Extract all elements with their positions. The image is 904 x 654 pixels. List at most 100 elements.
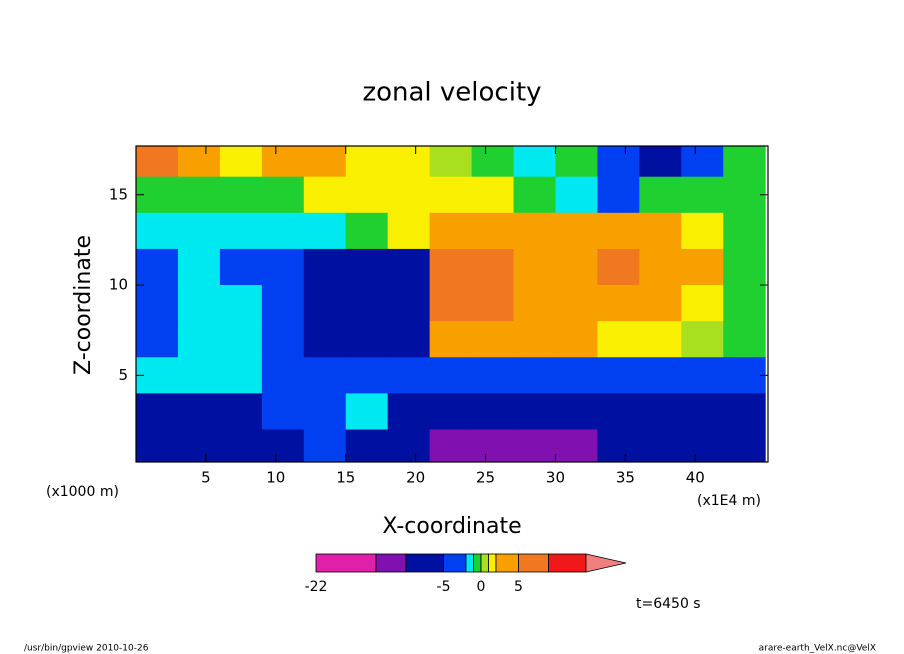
field-cell <box>471 393 515 430</box>
x-tick-label: 35 <box>616 469 635 487</box>
field-cell <box>513 285 556 322</box>
colorbar-segment <box>465 553 474 573</box>
field-cell <box>429 321 473 358</box>
field-cell <box>387 357 431 394</box>
chart-title: zonal velocity <box>362 78 541 108</box>
field-cell <box>597 357 640 394</box>
field-cell <box>429 212 473 250</box>
field-cell <box>597 176 640 214</box>
field-cell <box>177 321 221 358</box>
x-tick-label: 5 <box>201 469 211 487</box>
field-cell <box>345 212 389 250</box>
field-cell <box>681 285 724 322</box>
field-cell <box>261 321 305 358</box>
field-cell <box>261 146 305 178</box>
field-cell <box>387 248 431 286</box>
field-cell <box>429 248 473 286</box>
y-axis-label: Z-coordinate <box>71 235 96 375</box>
field-cell <box>555 285 598 322</box>
field-cell <box>261 357 305 394</box>
field-cell <box>429 146 473 178</box>
field-cell <box>219 357 263 394</box>
time-label: t=6450 s <box>636 596 701 612</box>
field-cell <box>471 285 515 322</box>
field-cell <box>219 212 263 250</box>
field-cell <box>513 429 556 462</box>
field-cell <box>723 285 766 322</box>
field-cell <box>303 285 347 322</box>
field-cell <box>219 321 263 358</box>
field-cell <box>387 285 431 322</box>
colorbar-segment <box>518 553 549 573</box>
field-cell <box>303 357 347 394</box>
field-cell <box>387 429 431 462</box>
field-cell <box>723 321 766 358</box>
field-cell <box>639 248 682 286</box>
field-cell <box>136 146 179 178</box>
field-cell <box>177 176 221 214</box>
field-cell <box>681 212 724 250</box>
field-cell <box>136 248 179 286</box>
field-cell <box>345 393 389 430</box>
field-cell <box>639 393 682 430</box>
field-cell <box>261 429 305 462</box>
field-cell <box>513 212 556 250</box>
field-cell <box>136 212 179 250</box>
colorbar-segment <box>375 553 407 573</box>
field-cell <box>429 357 473 394</box>
colorbar-extension <box>585 553 627 573</box>
field-cell <box>177 285 221 322</box>
colorbar-segment <box>495 553 519 573</box>
colorbar-segment <box>405 553 444 573</box>
field-cell <box>555 429 598 462</box>
field-cell <box>681 393 724 430</box>
colorbar-segment <box>480 553 489 573</box>
field-cell <box>597 212 640 250</box>
footer-right: arare-earth_VelX.nc@VelX <box>759 644 876 654</box>
field-cell <box>136 393 179 430</box>
y-unit: (x1000 m) <box>46 484 119 500</box>
x-tick-label: 10 <box>266 469 285 487</box>
field-cell <box>303 176 347 214</box>
field-cell <box>429 176 473 214</box>
field-cell <box>261 248 305 286</box>
field-cell <box>387 212 431 250</box>
field-cell <box>471 176 515 214</box>
field-cell <box>136 321 179 358</box>
x-tick-label: 30 <box>546 469 565 487</box>
field-cell <box>219 146 263 178</box>
field-cell <box>555 212 598 250</box>
field-cell <box>597 393 640 430</box>
field-cell <box>597 146 640 178</box>
field-cell <box>471 429 515 462</box>
field-cell <box>345 176 389 214</box>
field-cell <box>639 429 682 462</box>
field-cell <box>219 285 263 322</box>
field-cell <box>597 321 640 358</box>
field-cell <box>429 285 473 322</box>
field-cell <box>597 285 640 322</box>
plot-frame <box>135 145 769 463</box>
field-cell <box>639 321 682 358</box>
field-cell <box>303 248 347 286</box>
field-cell <box>555 146 598 178</box>
field-cell <box>681 429 724 462</box>
field-cell <box>639 146 682 178</box>
field-cell <box>303 212 347 250</box>
field-cell <box>471 146 515 178</box>
field-cell <box>723 248 766 286</box>
x-tick-label: 40 <box>686 469 705 487</box>
field-cell <box>387 176 431 214</box>
colorbar-tick-label: -22 <box>305 579 328 595</box>
field-cell <box>345 146 389 178</box>
field-cell <box>555 393 598 430</box>
field-cell <box>597 248 640 286</box>
colorbar-segment <box>473 553 482 573</box>
x-tick-label: 20 <box>406 469 425 487</box>
field-cell <box>387 393 431 430</box>
field-cell <box>177 248 221 286</box>
field-cell <box>639 357 682 394</box>
field-cell <box>639 285 682 322</box>
field-cell <box>303 393 347 430</box>
